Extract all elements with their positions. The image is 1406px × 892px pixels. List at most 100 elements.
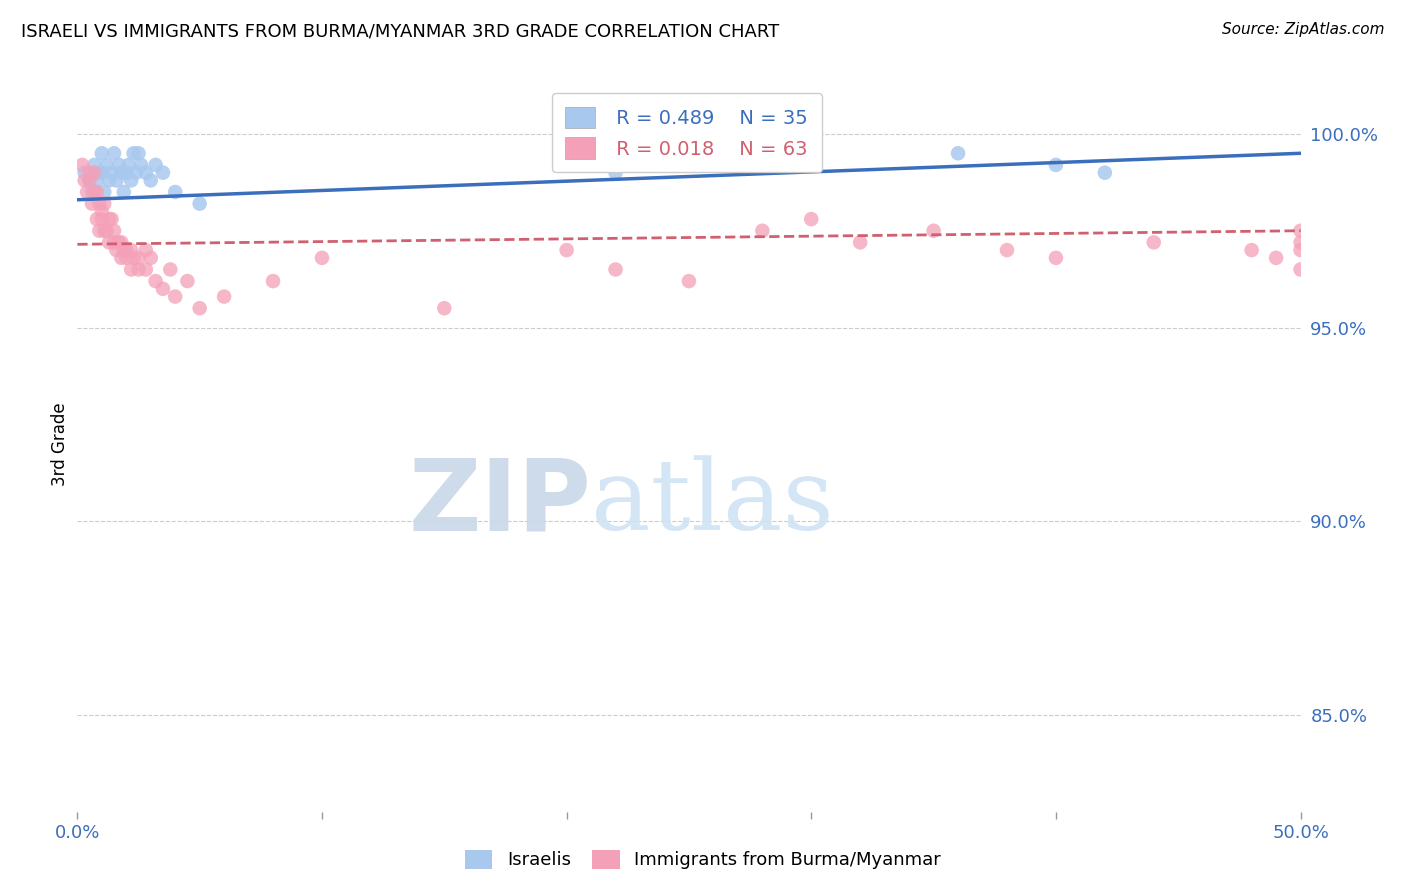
Point — [98, 173, 121, 187]
Point — [73, 166, 96, 180]
Point — [1045, 158, 1067, 172]
Legend: Israelis, Immigrants from Burma/Myanmar: Israelis, Immigrants from Burma/Myanmar — [456, 841, 950, 879]
Point — [139, 251, 162, 265]
Point — [120, 262, 142, 277]
Point — [922, 224, 945, 238]
Point — [96, 158, 118, 172]
Point — [83, 185, 105, 199]
Point — [122, 146, 145, 161]
Point — [800, 212, 823, 227]
Point — [152, 282, 174, 296]
Point — [800, 146, 823, 161]
Point — [86, 212, 108, 227]
Point — [108, 158, 131, 172]
Point — [90, 146, 112, 161]
Point — [105, 173, 128, 187]
Point — [145, 274, 167, 288]
Y-axis label: 3rd Grade: 3rd Grade — [51, 402, 69, 485]
Point — [165, 290, 187, 304]
Point — [90, 204, 112, 219]
Point — [73, 173, 96, 187]
Point — [127, 251, 149, 265]
Point — [212, 290, 235, 304]
Point — [165, 185, 187, 199]
Point — [1289, 235, 1312, 250]
Point — [103, 235, 125, 250]
Point — [122, 251, 145, 265]
Point — [127, 262, 149, 277]
Point — [89, 166, 111, 180]
Point — [1289, 243, 1312, 257]
Point — [115, 251, 138, 265]
Point — [849, 235, 872, 250]
Point — [80, 185, 103, 199]
Point — [112, 185, 135, 199]
Point — [433, 301, 456, 316]
Point — [605, 262, 627, 277]
Point — [555, 243, 578, 257]
Point — [115, 243, 138, 257]
Point — [1289, 262, 1312, 277]
Point — [995, 243, 1018, 257]
Point — [89, 224, 111, 238]
Point — [135, 262, 157, 277]
Point — [110, 166, 132, 180]
Point — [112, 243, 135, 257]
Point — [120, 173, 142, 187]
Point — [79, 166, 101, 180]
Point — [76, 185, 98, 199]
Point — [90, 212, 112, 227]
Point — [98, 212, 121, 227]
Point — [79, 173, 101, 187]
Point — [120, 243, 142, 257]
Point — [110, 235, 132, 250]
Point — [1240, 243, 1263, 257]
Point — [103, 146, 125, 161]
Point — [96, 224, 118, 238]
Point — [1045, 251, 1067, 265]
Point — [83, 166, 105, 180]
Point — [159, 262, 181, 277]
Point — [86, 173, 108, 187]
Point — [1289, 224, 1312, 238]
Point — [1094, 166, 1116, 180]
Point — [86, 185, 108, 199]
Point — [152, 166, 174, 180]
Point — [108, 235, 131, 250]
Point — [188, 301, 211, 316]
Point — [145, 158, 167, 172]
Point — [103, 224, 125, 238]
Text: atlas: atlas — [591, 455, 834, 550]
Point — [98, 235, 121, 250]
Point — [605, 166, 627, 180]
Point — [110, 251, 132, 265]
Point — [80, 196, 103, 211]
Text: ISRAELI VS IMMIGRANTS FROM BURMA/MYANMAR 3RD GRADE CORRELATION CHART: ISRAELI VS IMMIGRANTS FROM BURMA/MYANMAR… — [21, 22, 779, 40]
Point — [1143, 235, 1166, 250]
Point — [176, 274, 198, 288]
Legend:  R = 0.489    N = 35,  R = 0.018    N = 63: R = 0.489 N = 35, R = 0.018 N = 63 — [553, 93, 821, 172]
Point — [751, 224, 773, 238]
Point — [135, 166, 157, 180]
Point — [70, 158, 93, 172]
Point — [93, 196, 115, 211]
Point — [262, 274, 284, 288]
Point — [100, 212, 122, 227]
Point — [678, 274, 700, 288]
Point — [118, 158, 141, 172]
Point — [1265, 251, 1288, 265]
Point — [100, 166, 122, 180]
Point — [105, 243, 128, 257]
Point — [90, 166, 112, 180]
Text: Source: ZipAtlas.com: Source: ZipAtlas.com — [1222, 22, 1385, 37]
Point — [139, 173, 162, 187]
Point — [129, 158, 152, 172]
Point — [83, 158, 105, 172]
Point — [115, 166, 138, 180]
Point — [311, 251, 333, 265]
Point — [79, 173, 101, 187]
Text: ZIP: ZIP — [408, 454, 591, 551]
Point — [125, 166, 148, 180]
Point — [127, 146, 149, 161]
Point — [93, 224, 115, 238]
